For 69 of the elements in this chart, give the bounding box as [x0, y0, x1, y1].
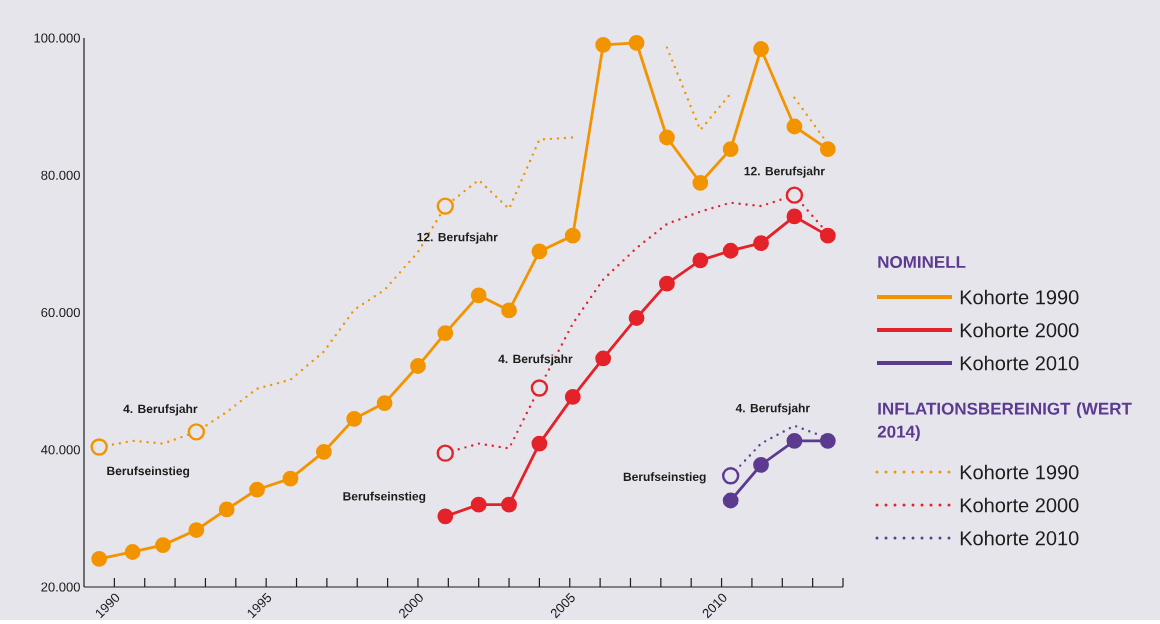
point [721, 467, 740, 485]
point [753, 457, 769, 473]
legend-title: NOMINELL [878, 256, 966, 269]
point [786, 433, 803, 449]
annotation: 4. Berufsjahr [123, 404, 198, 416]
legend-label: Kohorte 2010 [960, 355, 1079, 371]
point [376, 395, 393, 412]
y-tick-label: 80.000 [41, 170, 80, 181]
annotation: 12. Berufsjahr [417, 232, 498, 244]
y-tick-label: 40.000 [41, 445, 80, 455]
point [659, 275, 675, 292]
point [819, 227, 836, 244]
point [315, 444, 332, 460]
point [282, 470, 299, 487]
point [692, 252, 709, 269]
point [692, 175, 709, 191]
annotation: 4. Berufsjahr [735, 403, 810, 415]
point [410, 358, 426, 375]
point [722, 141, 739, 158]
annotation: 4. Berufsjahr [498, 354, 573, 366]
point [659, 129, 675, 146]
point [786, 118, 803, 135]
point [531, 243, 548, 260]
point [628, 35, 645, 51]
point [722, 492, 739, 509]
point [786, 208, 803, 225]
point [819, 433, 836, 449]
point [530, 379, 549, 397]
point [155, 537, 171, 554]
legend-label: Kohorte 2000 [960, 497, 1079, 513]
point [753, 41, 769, 58]
y-tick-label: 20.000 [41, 582, 80, 592]
legend-label: Kohorte 2000 [960, 322, 1079, 338]
text: INFLATIONSBEREINIGT (WERT 2014) [877, 402, 1132, 442]
point [437, 508, 454, 525]
annotation: 12. Berufsjahr [744, 166, 825, 178]
point [595, 37, 612, 53]
y-tick-label: 60.000 [41, 308, 80, 318]
point [437, 325, 454, 342]
point [753, 235, 769, 252]
point [531, 435, 548, 452]
point [124, 544, 141, 561]
legend-label: Kohorte 2010 [960, 530, 1079, 546]
point [346, 411, 363, 427]
point [90, 438, 108, 456]
annotation: Berufseinstieg [623, 472, 706, 484]
legend-label: Kohorte 1990 [960, 464, 1079, 480]
point [218, 501, 235, 518]
annotation: Berufseinstieg [107, 466, 190, 478]
point [501, 496, 517, 513]
annotation: Berufseinstieg [343, 491, 426, 504]
point [436, 197, 454, 215]
point [722, 243, 739, 259]
point [595, 350, 612, 367]
point [785, 186, 804, 205]
point [628, 310, 645, 327]
point [187, 423, 206, 441]
point [436, 444, 454, 463]
point [819, 141, 836, 158]
point [249, 481, 265, 498]
point [470, 287, 487, 304]
y-tick-label: 100.000 [34, 33, 80, 43]
point [91, 551, 108, 567]
point [564, 227, 581, 244]
point [564, 389, 581, 405]
legend-label: Kohorte 1990 [960, 289, 1079, 305]
point [501, 302, 517, 319]
point [188, 522, 205, 539]
point [470, 496, 487, 513]
